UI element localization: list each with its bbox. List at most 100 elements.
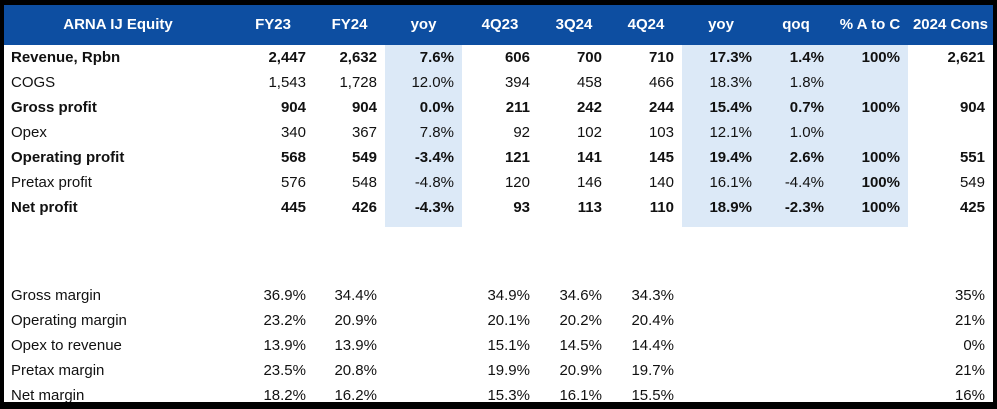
table-cell[interactable]: 425	[959, 199, 985, 216]
table-cell[interactable]: 2,621	[947, 49, 985, 66]
col-header-qoq[interactable]: qoq	[782, 16, 810, 33]
table-cell[interactable]: 19.9%	[487, 362, 530, 379]
col-header-fy23[interactable]: FY23	[255, 16, 291, 33]
table-cell[interactable]: 1.8%	[760, 70, 832, 95]
table-cell[interactable]: -3.4%	[385, 145, 462, 170]
table-cell[interactable]	[682, 308, 760, 333]
table-cell[interactable]: 100%	[832, 145, 908, 170]
table-cell[interactable]: 0.0%	[385, 95, 462, 120]
col-header-2024-cons[interactable]: 2024 Cons	[912, 16, 989, 33]
table-cell[interactable]: 16%	[954, 387, 985, 404]
table-cell[interactable]: 20.4%	[631, 312, 674, 329]
row-label[interactable]: Revenue, Rpbn	[11, 49, 121, 66]
table-cell[interactable]: 113	[577, 199, 602, 216]
table-cell[interactable]: 242	[576, 99, 602, 116]
table-cell[interactable]: 145	[648, 149, 674, 166]
table-cell[interactable]: 7.8%	[385, 120, 462, 145]
col-header-3q24[interactable]: 3Q24	[555, 16, 593, 33]
table-cell[interactable]: 17.3%	[682, 45, 760, 70]
table-cell[interactable]: 340	[280, 124, 306, 141]
col-header-yoy-q[interactable]: yoy	[708, 16, 734, 33]
table-cell[interactable]: 2,632	[339, 49, 377, 66]
table-cell[interactable]	[385, 308, 462, 333]
table-cell[interactable]: 1.0%	[760, 120, 832, 145]
table-cell[interactable]: 13.9%	[334, 337, 377, 354]
table-cell[interactable]: 548	[351, 174, 377, 191]
row-label[interactable]: COGS	[11, 74, 56, 91]
table-cell[interactable]: 458	[576, 74, 602, 91]
table-cell[interactable]	[385, 358, 462, 383]
table-cell[interactable]: 23.5%	[263, 362, 306, 379]
table-cell[interactable]: 34.6%	[559, 287, 602, 304]
table-cell[interactable]: 35%	[954, 287, 985, 304]
table-cell[interactable]: 20.9%	[334, 312, 377, 329]
table-cell[interactable]	[760, 283, 832, 308]
table-cell[interactable]: 12.0%	[385, 70, 462, 95]
table-cell[interactable]: 904	[280, 99, 306, 116]
table-cell[interactable]: 568	[280, 149, 306, 166]
table-cell[interactable]: 551	[959, 149, 985, 166]
table-cell[interactable]: -2.3%	[760, 195, 832, 220]
table-cell[interactable]: 93	[513, 199, 530, 216]
table-cell[interactable]	[832, 358, 908, 383]
table-cell[interactable]: -4.8%	[385, 170, 462, 195]
table-cell[interactable]	[682, 383, 760, 402]
table-cell[interactable]: 100%	[832, 170, 908, 195]
table-cell[interactable]	[385, 333, 462, 358]
table-cell[interactable]: 34.9%	[487, 287, 530, 304]
table-cell[interactable]	[832, 70, 908, 95]
table-cell[interactable]: 211	[505, 99, 530, 116]
table-cell[interactable]: 426	[351, 199, 377, 216]
table-cell[interactable]: 20.9%	[559, 362, 602, 379]
table-cell[interactable]: 710	[648, 49, 674, 66]
table-cell[interactable]: 15.1%	[487, 337, 530, 354]
col-header-4q24[interactable]: 4Q24	[627, 16, 665, 33]
table-cell[interactable]: 23.2%	[263, 312, 306, 329]
table-cell[interactable]: 0.7%	[760, 95, 832, 120]
table-cell[interactable]: 20.1%	[487, 312, 530, 329]
col-header-yoy[interactable]: yoy	[410, 16, 437, 33]
table-cell[interactable]: 445	[280, 199, 306, 216]
table-cell[interactable]: -4.4%	[760, 170, 832, 195]
table-cell[interactable]	[682, 358, 760, 383]
table-cell[interactable]: 121	[504, 149, 530, 166]
table-cell[interactable]	[832, 283, 908, 308]
table-cell[interactable]: -4.3%	[385, 195, 462, 220]
table-cell[interactable]: 1,728	[339, 74, 377, 91]
table-cell[interactable]: 146	[576, 174, 602, 191]
table-cell[interactable]: 141	[576, 149, 602, 166]
table-cell[interactable]	[760, 333, 832, 358]
table-cell[interactable]: 20.8%	[334, 362, 377, 379]
table-cell[interactable]: 120	[504, 174, 530, 191]
table-cell[interactable]: 2.6%	[760, 145, 832, 170]
row-label[interactable]: Net profit	[11, 199, 78, 216]
table-cell[interactable]: 13.9%	[263, 337, 306, 354]
table-cell[interactable]	[760, 358, 832, 383]
table-cell[interactable]: 103	[648, 124, 674, 141]
table-cell[interactable]: 19.7%	[631, 362, 674, 379]
table-cell[interactable]: 16.2%	[334, 387, 377, 404]
row-label[interactable]: Operating margin	[11, 312, 127, 329]
table-cell[interactable]	[385, 283, 462, 308]
table-cell[interactable]: 14.5%	[559, 337, 602, 354]
table-cell[interactable]: 21%	[954, 312, 985, 329]
table-cell[interactable]: 904	[351, 99, 377, 116]
table-cell[interactable]	[908, 70, 993, 95]
table-cell[interactable]: 2,447	[268, 49, 306, 66]
row-label[interactable]: Gross margin	[11, 287, 102, 304]
table-cell[interactable]: 110	[649, 199, 674, 216]
col-header-pct-a-to-c[interactable]: % A to C	[839, 16, 901, 33]
table-cell[interactable]: 100%	[832, 45, 908, 70]
table-cell[interactable]: 14.4%	[631, 337, 674, 354]
table-cell[interactable]: 34.4%	[334, 287, 377, 304]
table-cell[interactable]: 576	[280, 174, 306, 191]
table-cell[interactable]: 34.3%	[631, 287, 674, 304]
table-cell[interactable]: 100%	[832, 195, 908, 220]
table-cell[interactable]: 21%	[954, 362, 985, 379]
table-cell[interactable]: 15.5%	[631, 387, 674, 404]
table-cell[interactable]: 606	[504, 49, 530, 66]
row-label[interactable]: Gross profit	[11, 99, 97, 116]
table-cell[interactable]	[682, 333, 760, 358]
table-cell[interactable]: 466	[648, 74, 674, 91]
table-cell[interactable]: 18.3%	[682, 70, 760, 95]
